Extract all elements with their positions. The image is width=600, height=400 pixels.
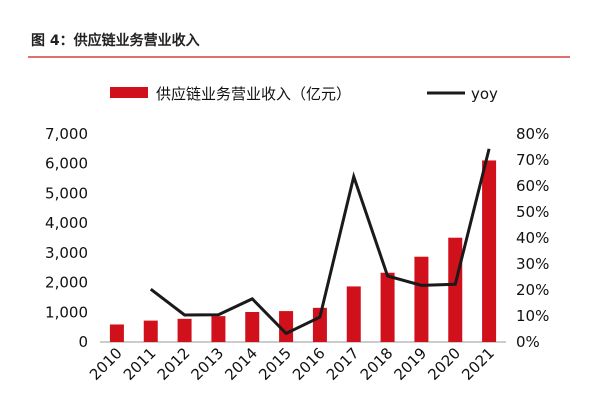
bar: [482, 160, 497, 342]
y-left-tick-label: 6,000: [45, 155, 88, 173]
legend: 供应链业务营业收入（亿元） yoy: [110, 85, 498, 103]
y-left-tick-label: 0: [78, 333, 88, 351]
x-tick-label: 2017: [323, 344, 363, 384]
x-tick-label: 2014: [221, 344, 261, 384]
x-tick-label: 2016: [289, 344, 329, 384]
y-right-tick-label: 0%: [516, 333, 540, 351]
legend-bar-swatch: [110, 87, 148, 98]
x-tick-label: 2010: [86, 344, 126, 384]
bar: [380, 272, 395, 342]
x-tick-label: 2021: [458, 344, 498, 384]
bar: [414, 256, 429, 342]
bar: [245, 311, 260, 342]
figure-title: 图 4：供应链业务营业收入: [31, 33, 200, 49]
bar: [448, 237, 463, 342]
x-tick-label: 2018: [357, 344, 397, 384]
x-tick-label: 2020: [424, 344, 464, 384]
bar: [312, 307, 327, 342]
yoy-line: [149, 148, 491, 336]
y-left-tick-label: 5,000: [45, 184, 88, 202]
bar: [211, 316, 226, 342]
bar: [177, 318, 192, 342]
y-right-tick-label: 80%: [516, 125, 549, 143]
bar: [279, 311, 294, 342]
line-series: [149, 148, 491, 336]
x-tick-label: 2019: [391, 344, 431, 384]
y-right-tick-label: 50%: [516, 203, 549, 221]
y-right-tick-label: 70%: [516, 151, 549, 169]
y-left-tick-label: 3,000: [45, 244, 88, 262]
y-left-tick-label: 7,000: [45, 125, 88, 143]
y-left-tick-label: 2,000: [45, 274, 88, 292]
x-tick-label: 2012: [154, 344, 194, 384]
y-right-tick-label: 60%: [516, 177, 549, 195]
bar: [346, 286, 361, 342]
y-left-tick-label: 1,000: [45, 303, 88, 321]
bar: [109, 324, 124, 342]
x-tick-label: 2011: [120, 344, 160, 384]
y-left-tick-label: 4,000: [45, 214, 88, 232]
y-right-tick-label: 40%: [516, 229, 549, 247]
bar: [143, 320, 158, 342]
axes: 0 1,000 2,000 3,000 4,000 5,000 6,000 7,000 0% 10…: [45, 125, 549, 384]
x-tick-label: 2013: [188, 344, 228, 384]
legend-bar-label: 供应链业务营业收入（亿元）: [156, 85, 351, 103]
legend-line-label: yoy: [471, 85, 498, 103]
bar-series: [109, 160, 497, 342]
y-right-tick-label: 10%: [516, 307, 549, 325]
y-right-tick-label: 20%: [516, 281, 549, 299]
title-divider: [28, 56, 570, 58]
x-tick-label: 2015: [255, 344, 295, 384]
y-right-tick-label: 30%: [516, 255, 549, 273]
